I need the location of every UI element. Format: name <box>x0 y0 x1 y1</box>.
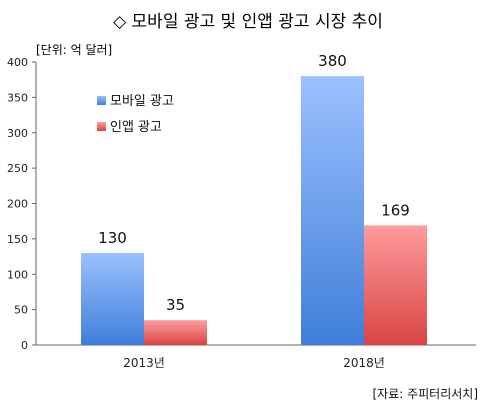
y-tick-label: 400 <box>7 56 28 69</box>
data-label: 380 <box>318 52 347 70</box>
bar-inapp-1 <box>364 225 427 345</box>
legend-label: 인앱 광고 <box>110 120 162 135</box>
source-note: [자료: 주피터리서치] <box>372 387 478 401</box>
data-label: 130 <box>98 229 127 247</box>
legend-swatch <box>97 96 106 105</box>
y-tick-label: 300 <box>7 127 28 140</box>
unit-label: [단위: 억 달러] <box>36 43 112 57</box>
y-tick-label: 250 <box>7 162 28 175</box>
x-category-label: 2018년 <box>343 356 385 370</box>
data-label: 169 <box>381 201 410 219</box>
legend-label: 모바일 광고 <box>110 94 174 109</box>
bar-inapp-0 <box>144 320 207 345</box>
y-tick-label: 150 <box>7 233 28 246</box>
y-tick-label: 100 <box>7 268 28 281</box>
y-tick-label: 200 <box>7 198 28 211</box>
y-tick-label: 0 <box>21 339 28 352</box>
bar-mobile-1 <box>301 76 364 345</box>
data-label: 35 <box>166 296 185 314</box>
y-tick-label: 350 <box>7 91 28 104</box>
chart-title: ◇ 모바일 광고 및 인앱 광고 시장 추이 <box>113 12 383 32</box>
legend-swatch <box>97 122 106 131</box>
bar-mobile-0 <box>81 253 144 345</box>
y-tick-label: 50 <box>14 304 28 317</box>
x-category-label: 2013년 <box>123 356 165 370</box>
